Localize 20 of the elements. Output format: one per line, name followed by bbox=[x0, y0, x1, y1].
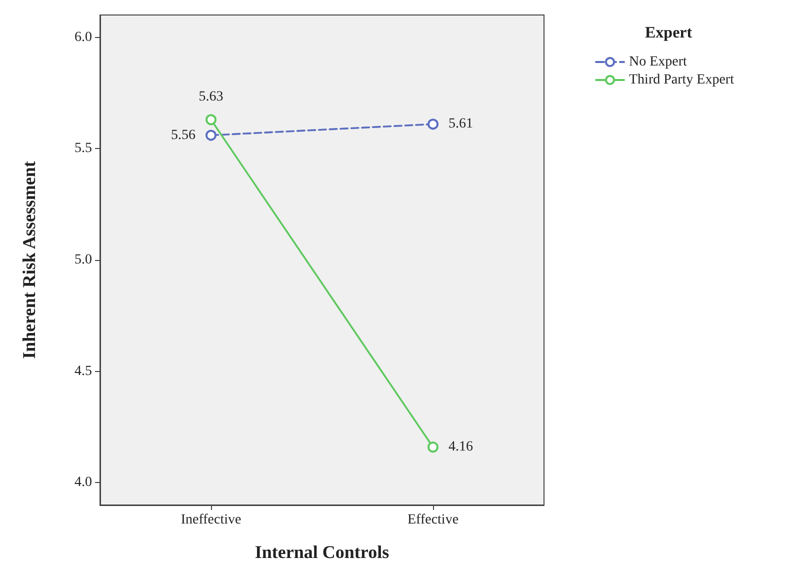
x-tick-label: Ineffective bbox=[180, 512, 242, 528]
point bbox=[428, 118, 438, 130]
legend-label: Third Party Expert bbox=[629, 72, 734, 88]
x-axis-title: Internal Controls bbox=[254, 542, 390, 562]
data-label: 5.63 bbox=[198, 90, 224, 105]
y-tick-label: 6.0 bbox=[74, 30, 92, 45]
y-tick-label: 4.0 bbox=[74, 475, 92, 490]
legend-label: No Expert bbox=[629, 54, 688, 70]
y-axis-title: Inherent Risk Assessment bbox=[19, 161, 39, 359]
y-tick-label: 4.5 bbox=[74, 364, 92, 379]
y-tick-label: 5.0 bbox=[74, 252, 92, 268]
data-label: 5.61 bbox=[448, 116, 473, 132]
data-label: 5.56 bbox=[171, 128, 196, 143]
y-tick-label: 5.5 bbox=[74, 141, 92, 156]
point bbox=[428, 442, 438, 453]
x-tick-label: Effective bbox=[407, 512, 459, 528]
data-label: 4.16 bbox=[448, 440, 473, 455]
point bbox=[206, 130, 216, 141]
point bbox=[206, 114, 216, 126]
legend-title: Expert bbox=[645, 24, 693, 42]
